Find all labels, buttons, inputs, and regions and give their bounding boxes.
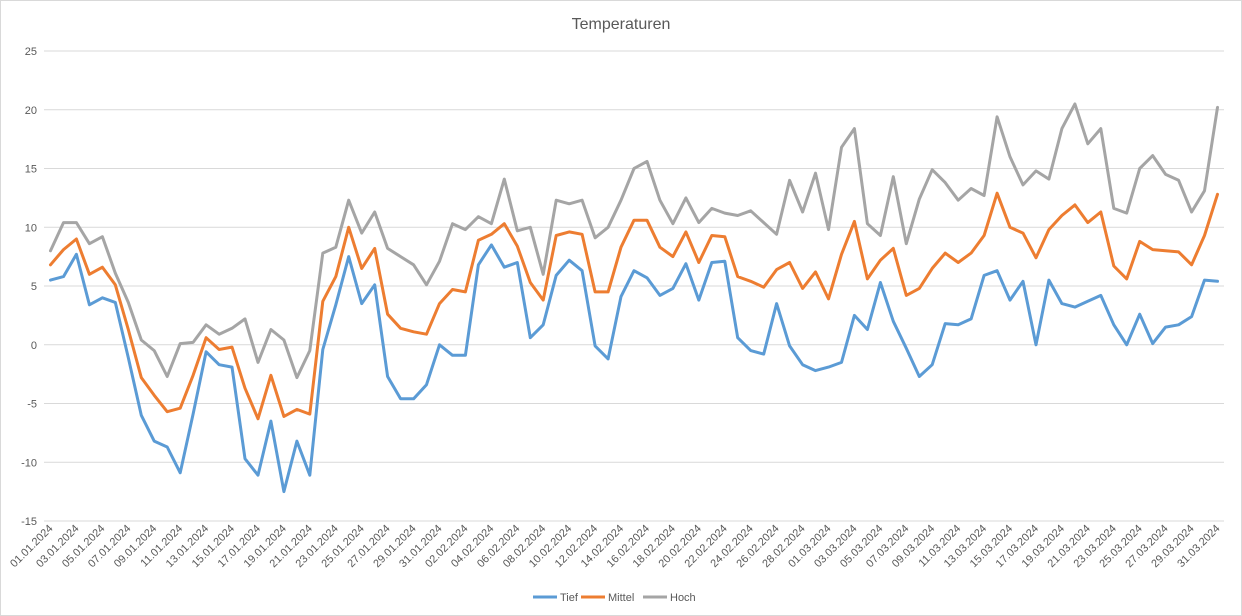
legend-label-mittel: Mittel xyxy=(608,592,634,604)
legend-label-tief: Tief xyxy=(560,592,579,604)
y-tick-label: -15 xyxy=(21,516,37,528)
y-tick-label: 15 xyxy=(25,164,37,176)
y-tick-label: 0 xyxy=(31,340,37,352)
y-tick-label: -5 xyxy=(27,399,37,411)
series-line-tief xyxy=(49,243,1219,494)
y-tick-label: 25 xyxy=(25,46,37,58)
x-axis-ticks: 01.01.202403.01.202405.01.202407.01.2024… xyxy=(8,523,1222,570)
series-line-mittel xyxy=(49,191,1219,421)
y-tick-label: 5 xyxy=(31,281,37,293)
legend: Tief Mittel Hoch xyxy=(533,592,696,604)
legend-label-hoch: Hoch xyxy=(670,592,696,604)
chart-title: Temperaturen xyxy=(572,16,671,33)
gridlines xyxy=(44,50,1224,522)
y-tick-label: 20 xyxy=(25,105,37,117)
series-line-hoch xyxy=(49,102,1219,380)
series-lines xyxy=(49,102,1219,494)
y-tick-label: 10 xyxy=(25,222,37,234)
y-axis-ticks: -15 -10 -5 0 5 10 15 20 25 xyxy=(21,46,37,528)
y-tick-label: -10 xyxy=(21,457,37,469)
